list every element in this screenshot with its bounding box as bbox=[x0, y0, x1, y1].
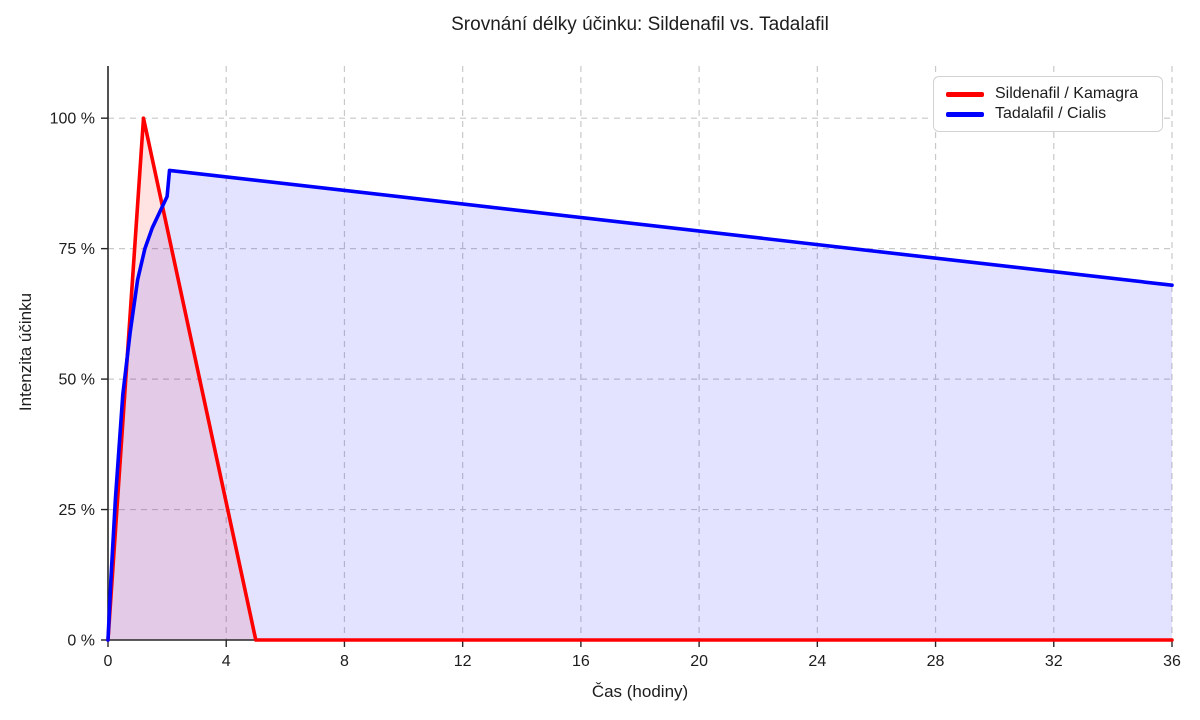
y-tick-label: 25 % bbox=[59, 502, 95, 519]
series-area-1 bbox=[108, 170, 1172, 640]
x-axis-label: Čas (hodiny) bbox=[591, 682, 689, 701]
y-axis-label: Intenzita účinku bbox=[16, 292, 35, 412]
x-tick-label: 36 bbox=[1163, 653, 1181, 670]
legend-label-tadalafil: Tadalafil / Cialis bbox=[995, 105, 1107, 122]
x-tick-label: 32 bbox=[1045, 653, 1063, 670]
y-tick-label: 0 % bbox=[67, 633, 95, 650]
series-line-1 bbox=[106, 168, 1174, 642]
y-tick-label: 50 % bbox=[59, 372, 95, 389]
x-tick-label: 28 bbox=[927, 653, 945, 670]
x-tick-label: 8 bbox=[340, 653, 349, 670]
x-tick-label: 24 bbox=[808, 653, 826, 670]
legend-line-swatch-tadalafil bbox=[946, 111, 984, 117]
chart-title: Srovnání délky účinku: Sildenafil vs. Ta… bbox=[451, 14, 829, 35]
legend-item-tadalafil: Tadalafil / Cialis bbox=[946, 104, 1150, 124]
x-tick-label: 0 bbox=[104, 653, 113, 670]
legend-label-sildenafil: Sildenafil / Kamagra bbox=[995, 85, 1139, 102]
y-tick-label: 75 % bbox=[59, 241, 95, 258]
series-area-0 bbox=[108, 118, 1172, 640]
x-tick-label: 4 bbox=[222, 653, 231, 670]
x-tick-label: 12 bbox=[454, 653, 472, 670]
x-tick-label: 20 bbox=[690, 653, 708, 670]
legend-item-sildenafil: Sildenafil / Kamagra bbox=[946, 84, 1150, 104]
x-tick-label: 16 bbox=[572, 653, 590, 670]
legend-line-swatch-sildenafil bbox=[946, 91, 984, 97]
y-tick-label: 100 % bbox=[50, 111, 95, 128]
legend: Sildenafil / Kamagra Tadalafil / Cialis bbox=[933, 76, 1163, 132]
